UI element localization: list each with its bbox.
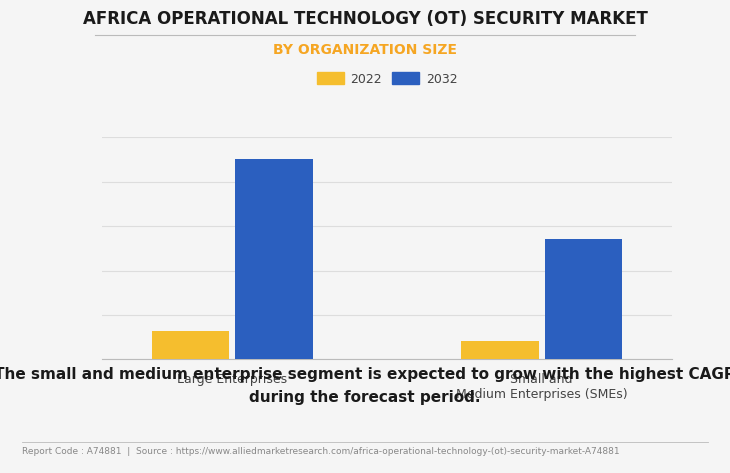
Bar bbox=[235, 159, 312, 359]
Text: AFRICA OPERATIONAL TECHNOLOGY (OT) SECURITY MARKET: AFRICA OPERATIONAL TECHNOLOGY (OT) SECUR… bbox=[82, 10, 648, 28]
Legend: 2022, 2032: 2022, 2032 bbox=[317, 72, 457, 86]
Text: BY ORGANIZATION SIZE: BY ORGANIZATION SIZE bbox=[273, 43, 457, 57]
Text: The small and medium enterprise segment is expected to grow with the highest CAG: The small and medium enterprise segment … bbox=[0, 367, 730, 405]
Bar bbox=[152, 331, 229, 359]
Bar bbox=[461, 341, 539, 359]
Text: Report Code : A74881  |  Source : https://www.alliedmarketresearch.com/africa-op: Report Code : A74881 | Source : https://… bbox=[22, 447, 620, 456]
Bar bbox=[545, 239, 622, 359]
